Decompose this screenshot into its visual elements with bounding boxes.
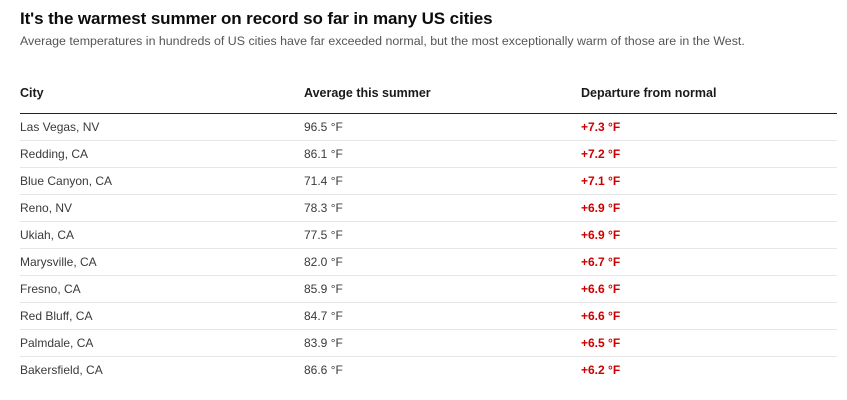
table-row: Red Bluff, CA 84.7 °F +6.6 °F	[20, 302, 837, 330]
departure-cell: +6.2 °F	[581, 363, 621, 377]
departure-cell: +6.5 °F	[581, 329, 837, 357]
city-cell: Fresno, CA	[20, 275, 304, 303]
average-cell: 78.3 °F	[304, 194, 581, 222]
chart-subtitle: Average temperatures in hundreds of US c…	[20, 34, 745, 48]
table-row: Palmdale, CA 83.9 °F +6.5 °F	[20, 329, 837, 357]
city-cell: Palmdale, CA	[20, 329, 304, 357]
column-header-average: Average this summer	[304, 86, 581, 114]
average-cell: 71.4 °F	[304, 167, 581, 195]
city-cell: Blue Canyon, CA	[20, 167, 304, 195]
departure-cell: +6.9 °F	[581, 221, 837, 249]
table-row: Ukiah, CA 77.5 °F +6.9 °F	[20, 221, 837, 249]
average-cell: 84.7 °F	[304, 302, 581, 330]
average-cell: 86.6 °F	[304, 363, 343, 377]
departure-cell: +7.2 °F	[581, 140, 837, 168]
departure-cell: +6.6 °F	[581, 302, 837, 330]
chart-title: It's the warmest summer on record so far…	[20, 9, 493, 28]
column-header-city: City	[20, 86, 304, 114]
departure-cell: +6.7 °F	[581, 248, 837, 276]
city-cell: Marysville, CA	[20, 248, 304, 276]
chart-container: It's the warmest summer on record so far…	[20, 9, 838, 377]
column-header-departure: Departure from normal	[581, 86, 837, 114]
departure-cell: +6.9 °F	[581, 194, 837, 222]
city-cell: Reno, NV	[20, 194, 304, 222]
average-cell: 77.5 °F	[304, 221, 581, 249]
departure-cell: +7.1 °F	[581, 167, 837, 195]
city-cell: Las Vegas, NV	[20, 113, 304, 141]
average-cell: 83.9 °F	[304, 329, 581, 357]
city-cell: Ukiah, CA	[20, 221, 304, 249]
city-cell: Bakersfield, CA	[20, 363, 103, 377]
average-cell: 86.1 °F	[304, 140, 581, 168]
table-row: Fresno, CA 85.9 °F +6.6 °F	[20, 275, 837, 303]
table-row: Blue Canyon, CA 71.4 °F +7.1 °F	[20, 167, 837, 195]
table-row: Marysville, CA 82.0 °F +6.7 °F	[20, 248, 837, 276]
table-row: Las Vegas, NV 96.5 °F +7.3 °F	[20, 113, 837, 141]
average-cell: 96.5 °F	[304, 113, 581, 141]
table-header-row: City Average this summer Departure from …	[20, 86, 837, 114]
average-cell: 82.0 °F	[304, 248, 581, 276]
data-table: City Average this summer Departure from …	[20, 86, 837, 383]
city-cell: Red Bluff, CA	[20, 302, 304, 330]
table-row: Reno, NV 78.3 °F +6.9 °F	[20, 194, 837, 222]
departure-cell: +7.3 °F	[581, 113, 837, 141]
table-row: Bakersfield, CA 86.6 °F +6.2 °F	[20, 357, 837, 384]
table-body: Las Vegas, NV 96.5 °F +7.3 °F Redding, CA 86…	[20, 113, 837, 384]
departure-cell: +6.6 °F	[581, 275, 837, 303]
average-cell: 85.9 °F	[304, 275, 581, 303]
table-row: Redding, CA 86.1 °F +7.2 °F	[20, 140, 837, 168]
city-cell: Redding, CA	[20, 140, 304, 168]
